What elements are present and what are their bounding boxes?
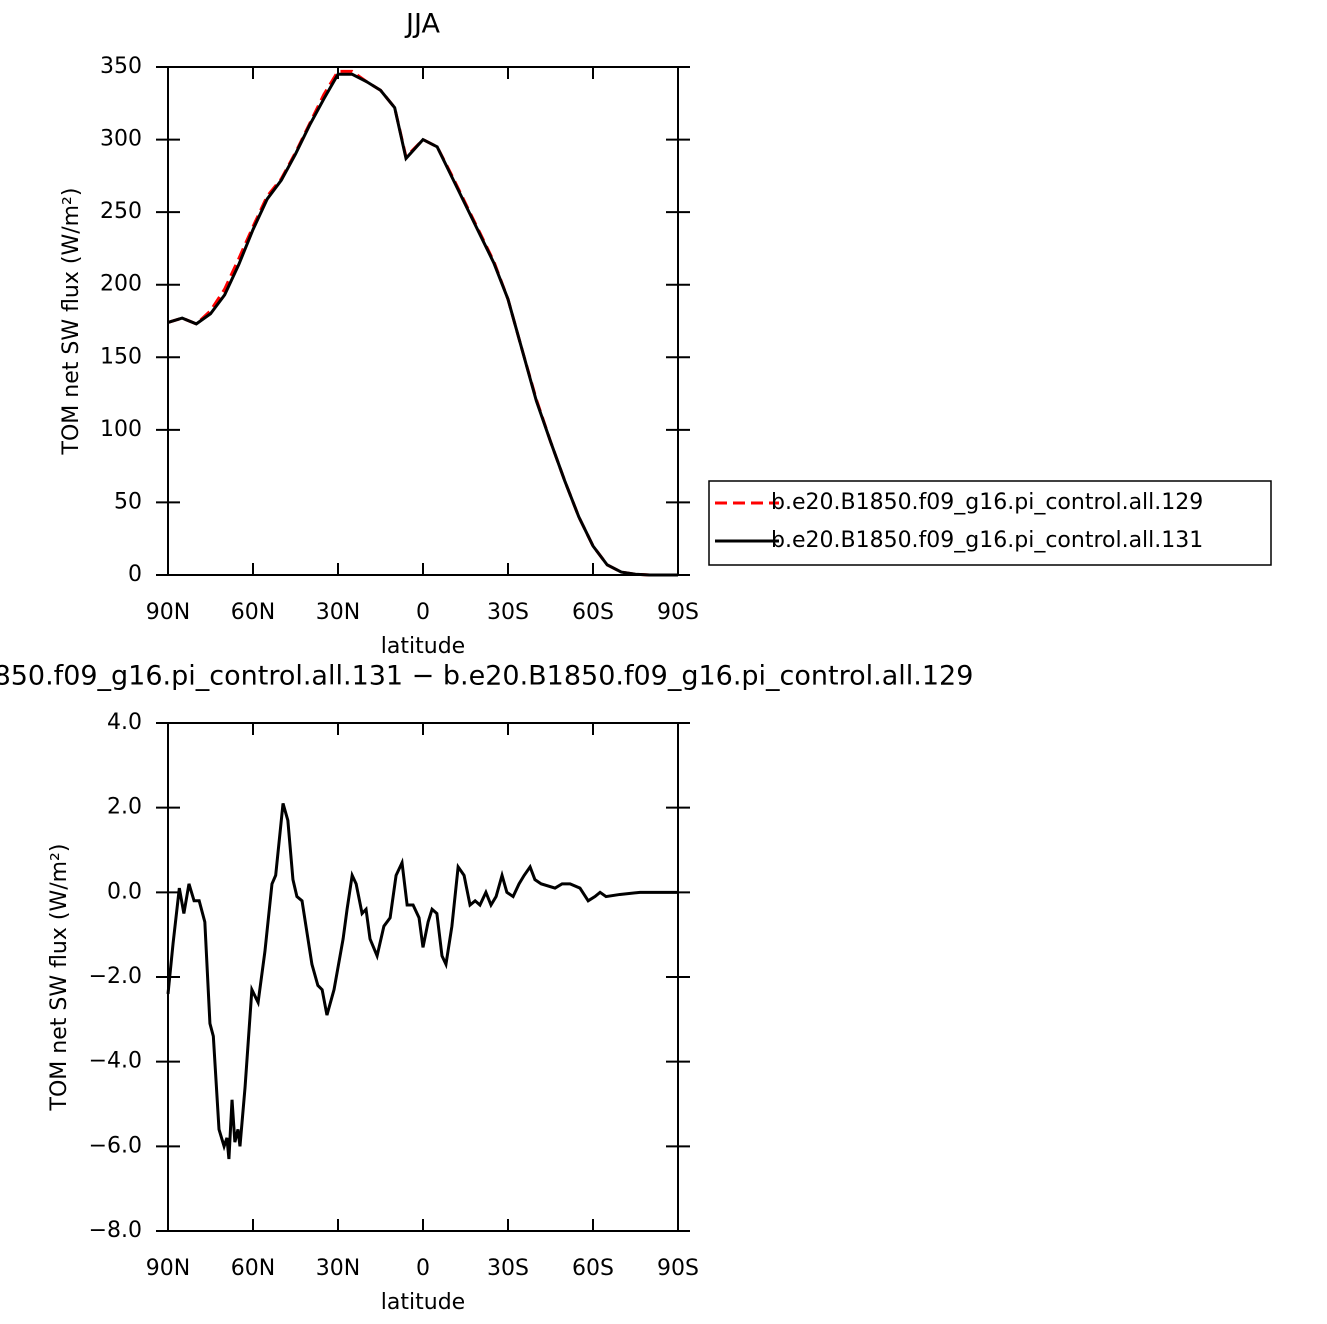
y-axis-label: TOM net SW flux (W/m²) [47, 844, 72, 1112]
y-tick-label: −4.0 [89, 1049, 142, 1074]
y-tick-label: 300 [100, 127, 142, 152]
x-tick-label: 30S [487, 600, 529, 625]
y-tick-label: 4.0 [107, 710, 142, 735]
x-tick-label: 30S [487, 1256, 529, 1281]
x-tick-label: 0 [416, 1256, 430, 1281]
plot-frame [167, 722, 679, 1232]
y-axis-label: TOM net SW flux (W/m²) [59, 188, 84, 456]
y-tick-label: −6.0 [89, 1133, 142, 1158]
chart-title: JJA [404, 9, 440, 40]
legend-label: b.e20.B1850.f09_g16.pi_control.all.131 [771, 528, 1203, 553]
x-tick-label: 60S [572, 1256, 614, 1281]
x-tick-label: 60N [231, 1256, 275, 1281]
y-tick-label: 50 [114, 489, 142, 514]
x-tick-label: 60N [231, 600, 275, 625]
data-line [166, 803, 678, 1160]
y-tick-label: 0 [128, 562, 142, 587]
data-line [167, 72, 678, 577]
y-tick-label: 200 [100, 272, 142, 297]
legend-label: b.e20.B1850.f09_g16.pi_control.all.129 [771, 490, 1203, 515]
data-line [167, 69, 678, 577]
x-tick-label: 90N [146, 600, 190, 625]
x-tick-label: 60S [572, 600, 614, 625]
x-tick-label: 30N [316, 1256, 360, 1281]
y-tick-label: 150 [100, 344, 142, 369]
y-tick-label: 350 [100, 54, 142, 79]
y-tick-label: 100 [100, 417, 142, 442]
x-tick-label: 90N [146, 1256, 190, 1281]
x-tick-label: 90S [657, 600, 699, 625]
legend-box [708, 480, 1272, 566]
plot-frame [167, 66, 679, 576]
x-tick-label: 0 [416, 600, 430, 625]
y-tick-label: 2.0 [107, 795, 142, 820]
y-tick-label: −2.0 [89, 964, 142, 989]
x-tick-label: 30N [316, 600, 360, 625]
x-axis-label: latitude [381, 634, 465, 659]
y-tick-label: −8.0 [89, 1218, 142, 1243]
y-tick-label: 250 [100, 199, 142, 224]
y-tick-label: 0.0 [107, 879, 142, 904]
x-axis-label: latitude [381, 1290, 465, 1315]
x-tick-label: 90S [657, 1256, 699, 1281]
chart-title: b.e20.B1850.f09_g16.pi_control.all.131 −… [0, 661, 973, 692]
